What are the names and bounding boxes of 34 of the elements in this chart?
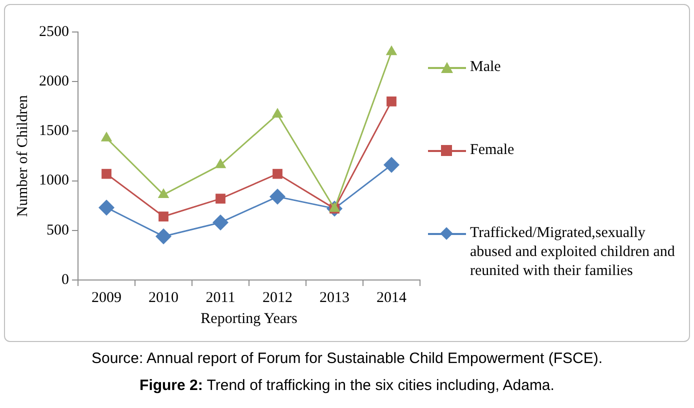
y-tick-label: 500 — [46, 222, 69, 238]
legend-label: Female — [470, 141, 516, 160]
point — [158, 212, 168, 222]
text: Figure 2: Trend of trafficking in the six cities including, Adama. — [138, 377, 556, 394]
x-tick-label: 2014 — [376, 290, 407, 306]
y-tick-label: 1500 — [39, 123, 69, 140]
point — [272, 168, 282, 179]
y-tick-label: 2000 — [39, 74, 69, 90]
point — [386, 96, 396, 106]
point — [158, 188, 170, 198]
y-axis-title: Number of Children — [14, 94, 31, 217]
x-tick-label: 2009 — [92, 290, 122, 306]
x-tick-label: 2010 — [148, 290, 178, 306]
y-tick-label: 2500 — [39, 24, 69, 40]
y-tick-label: 0 — [62, 272, 69, 288]
legend-label: Trafficked/Migrated,sexually abused and exploited children and reunited with their families — [470, 224, 675, 281]
x-tick-label: 2013 — [320, 290, 350, 306]
point — [98, 200, 114, 216]
point — [212, 214, 228, 230]
y-tick-label: 1000 — [39, 172, 69, 189]
point — [214, 158, 226, 168]
point — [386, 45, 398, 56]
point — [102, 168, 112, 179]
x-tick-label: 2011 — [206, 290, 236, 306]
source-note: Source: Annual report of Forum for Sustainable Child Empowerment (FSCE). — [90, 350, 604, 367]
point — [270, 188, 286, 205]
point — [216, 194, 226, 204]
x-tick-label: 2012 — [262, 290, 292, 306]
point — [272, 108, 284, 118]
point — [100, 132, 112, 142]
point — [156, 228, 172, 244]
legend-label: Male — [470, 58, 502, 77]
x-axis-title: Reporting Years — [200, 310, 298, 327]
point — [384, 156, 400, 173]
